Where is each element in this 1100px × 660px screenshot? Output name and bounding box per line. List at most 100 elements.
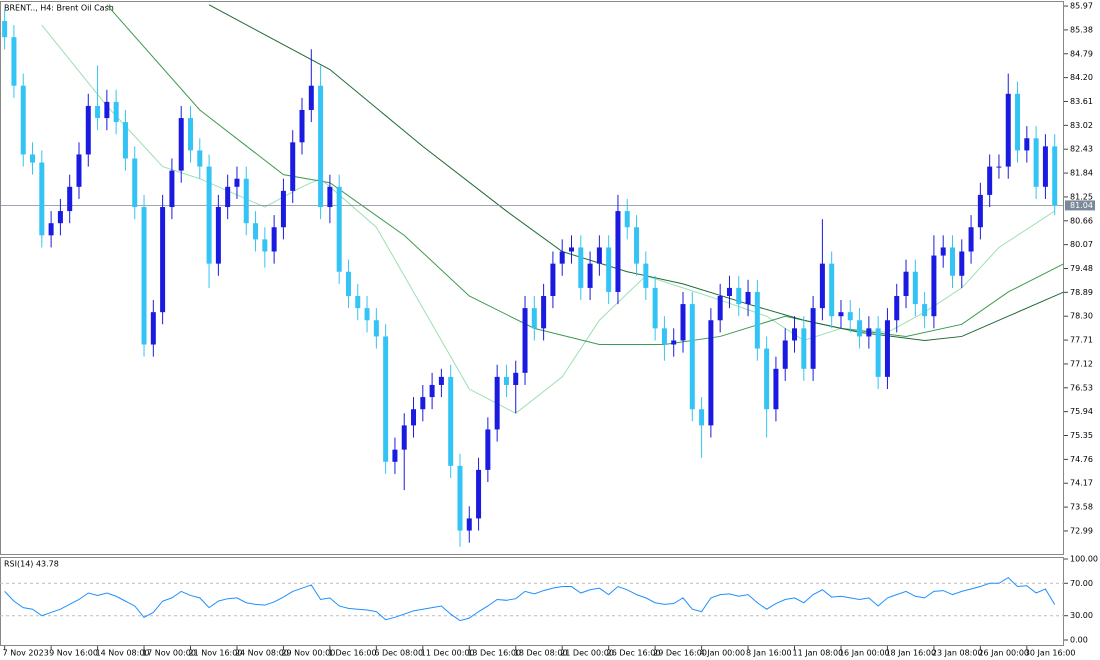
candle-body: [1033, 138, 1039, 187]
x-tick-label: 23 Jan 08:00: [932, 649, 983, 658]
candle-body: [875, 328, 881, 377]
x-tick-label: 29 Nov 00:00: [281, 649, 335, 658]
candle-body: [829, 263, 835, 317]
x-tick-label: 8 Jan 16:00: [746, 649, 792, 658]
candle-body: [940, 247, 946, 256]
candle-body: [290, 142, 296, 191]
candle-body: [215, 207, 221, 264]
candle-body: [253, 223, 259, 240]
candle-body: [1005, 93, 1011, 167]
candle-body: [968, 227, 974, 252]
candle-body: [85, 105, 91, 155]
candle-body: [206, 166, 212, 264]
candle-body: [773, 368, 779, 410]
y-tick-label: 84.79: [1070, 49, 1093, 58]
candle-body: [169, 170, 175, 208]
x-tick-label: 18 Dec 08:00: [514, 649, 568, 658]
candle-body: [438, 376, 444, 385]
candle-body: [373, 320, 379, 337]
moving-average: [106, 4, 1065, 346]
candle-body: [661, 328, 667, 345]
candle-body: [160, 207, 166, 313]
candle-body: [327, 186, 333, 208]
x-tick-label: 26 Jan 00:00: [978, 649, 1029, 658]
rsi-tick-label: 0.00: [1070, 636, 1088, 645]
y-tick-label: 80.07: [1070, 240, 1093, 249]
y-tick-label: 75.35: [1070, 431, 1093, 440]
candle-body: [466, 518, 472, 531]
x-tick-label: 11 Dec 00:00: [421, 649, 475, 658]
candle-body: [587, 263, 593, 288]
candle-body: [884, 320, 890, 377]
y-tick-label: 83.02: [1070, 121, 1093, 130]
candle-body: [764, 348, 770, 410]
y-tick-label: 74.76: [1070, 455, 1093, 464]
x-tick-label: 30 Jan 16:00: [1025, 649, 1076, 658]
candle-body: [104, 101, 110, 119]
candle-body: [113, 101, 119, 123]
x-tick-label: 7 Nov 2023: [3, 649, 49, 658]
candle-body: [243, 178, 249, 224]
candle-body: [912, 271, 918, 305]
candle-body: [67, 186, 73, 212]
rsi-panel: [0, 557, 1064, 646]
candle-body: [922, 304, 928, 317]
candle-body: [819, 263, 825, 309]
candle-body: [318, 85, 324, 208]
candle-body: [708, 320, 714, 426]
candle-body: [596, 247, 602, 264]
candle-body: [1052, 146, 1058, 206]
candle-body: [782, 340, 788, 369]
candle-body: [513, 372, 519, 385]
candle-body: [550, 263, 556, 296]
candle-body: [1024, 138, 1030, 151]
x-tick-label: 17 Nov 00:00: [142, 649, 196, 658]
candle-body: [1015, 93, 1021, 151]
candle-body: [634, 227, 640, 264]
candle-body: [197, 150, 203, 167]
candle-body: [568, 247, 574, 252]
candle-body: [280, 190, 286, 228]
y-tick-label: 85.97: [1070, 2, 1093, 11]
candle-body: [187, 118, 193, 151]
candle-body: [699, 409, 705, 426]
moving-average: [208, 4, 1065, 341]
x-tick-label: 11 Jan 08:00: [793, 649, 844, 658]
current-price-label: 81.04: [1070, 201, 1093, 210]
x-tick-label: 18 Jan 16:00: [885, 649, 936, 658]
candle-body: [810, 308, 816, 369]
candle-body: [736, 287, 742, 305]
candle-body: [615, 211, 621, 292]
candle-body: [754, 291, 760, 349]
y-tick-label: 76.53: [1070, 383, 1093, 392]
candle-body: [225, 186, 231, 208]
x-tick-label: 13 Dec 16:00: [467, 649, 521, 658]
candle-body: [559, 251, 565, 264]
candle-body: [476, 469, 482, 519]
candle-body: [271, 227, 277, 252]
candle-body: [448, 376, 454, 466]
x-tick-label: 4 Jan 00:00: [700, 649, 746, 658]
candle-body: [401, 425, 407, 450]
x-tick-label: 24 Nov 08:00: [235, 649, 289, 658]
candle-body: [457, 465, 463, 531]
x-tick-label: 6 Dec 08:00: [374, 649, 423, 658]
candle-body: [420, 397, 426, 410]
candle-body: [689, 304, 695, 410]
y-tick-label: 74.17: [1070, 479, 1093, 488]
y-tick-label: 73.58: [1070, 503, 1093, 512]
y-tick-label: 81.84: [1070, 169, 1093, 178]
candle-body: [717, 295, 723, 321]
candle-body: [643, 263, 649, 288]
candle-body: [95, 105, 101, 119]
candle-body: [411, 409, 417, 426]
candle-body: [894, 295, 900, 321]
candle-body: [364, 308, 370, 321]
candle-body: [132, 158, 138, 208]
candle-body: [11, 37, 17, 86]
x-tick-label: 26 Dec 16:00: [607, 649, 661, 658]
candle-body: [745, 291, 751, 305]
candle-body: [726, 287, 732, 296]
y-tick-label: 84.20: [1070, 73, 1093, 82]
